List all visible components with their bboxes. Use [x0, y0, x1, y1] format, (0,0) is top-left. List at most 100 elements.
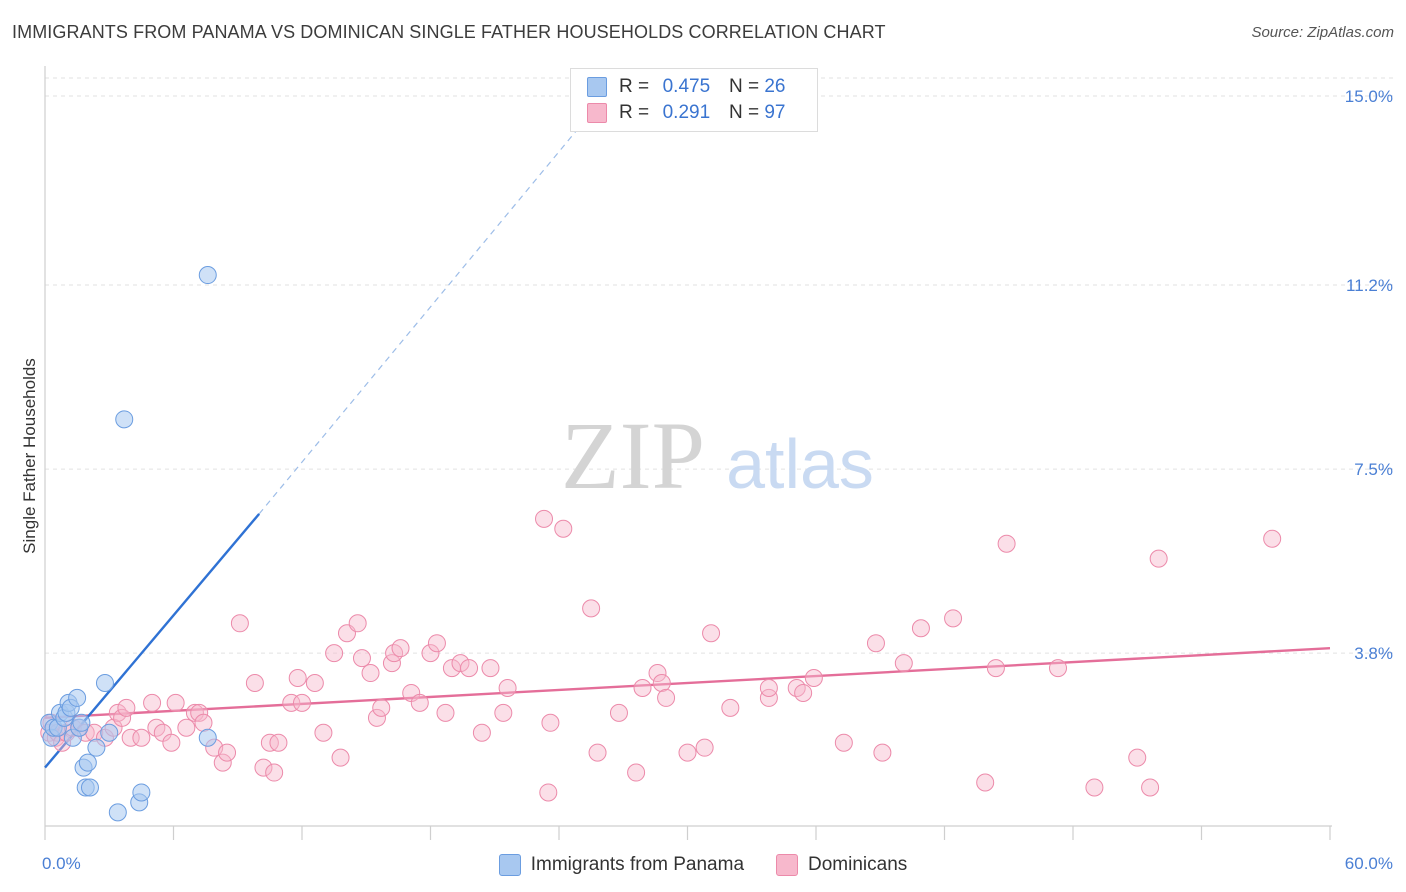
point-dominicans	[582, 599, 601, 618]
legend-r-value: 0.291	[662, 102, 711, 123]
point-dominicans	[535, 509, 554, 528]
point-dominicans	[894, 654, 913, 673]
point-dominicans	[539, 783, 558, 802]
legend-r-label: R =	[619, 102, 650, 123]
point-panama	[132, 783, 151, 802]
point-panama	[100, 723, 119, 742]
point-dominicans	[609, 703, 628, 722]
point-dominicans	[648, 664, 667, 683]
legend-item-dominicans[interactable]: Dominicans	[776, 854, 907, 876]
point-panama	[68, 688, 87, 707]
point-dominicans	[305, 674, 324, 692]
point-dominicans	[1141, 778, 1160, 797]
point-dominicans	[218, 743, 237, 762]
data-points	[40, 266, 1282, 822]
x-tick-label: 0.0%	[42, 854, 81, 873]
legend-swatch-dominicans	[587, 103, 607, 123]
point-dominicans	[944, 609, 963, 628]
point-dominicans	[361, 664, 380, 683]
point-panama	[115, 410, 134, 429]
point-dominicans	[1149, 549, 1168, 568]
legend-n-label: N =	[728, 76, 760, 97]
point-dominicans	[652, 674, 671, 692]
tick-labels: 3.8% 7.5% 11.2% 15.0% 0.0% 60.0%	[42, 87, 1393, 873]
point-dominicans	[348, 614, 367, 633]
point-dominicans	[282, 693, 301, 712]
point-panama	[198, 728, 217, 747]
point-dominicans	[1085, 778, 1104, 797]
point-dominicans	[421, 644, 440, 663]
point-dominicans	[460, 659, 479, 678]
point-panama	[87, 738, 106, 757]
point-dominicans	[873, 743, 892, 762]
point-dominicans	[162, 733, 181, 752]
axes	[44, 66, 1332, 840]
legend-row-dominicans: R = 0.291 N = 97	[587, 100, 785, 126]
point-dominicans	[166, 693, 185, 712]
point-dominicans	[657, 688, 676, 707]
point-dominicans	[541, 713, 560, 732]
legend-label-dominicans: Dominicans	[808, 854, 908, 875]
point-panama	[108, 803, 127, 822]
y-tick-label: 3.8%	[1354, 644, 1393, 663]
point-dominicans	[588, 743, 607, 762]
point-dominicans	[481, 659, 500, 678]
point-dominicans	[245, 674, 264, 692]
legend-swatch-dominicans	[776, 854, 799, 876]
point-dominicans	[695, 738, 714, 757]
point-dominicans	[117, 698, 136, 717]
point-dominicans	[1263, 529, 1282, 548]
point-dominicans	[331, 748, 350, 767]
point-dominicans	[288, 669, 307, 688]
point-dominicans	[143, 693, 162, 712]
point-dominicans	[721, 698, 740, 717]
point-panama	[78, 753, 97, 772]
point-dominicans	[194, 713, 213, 732]
point-dominicans	[976, 773, 995, 792]
watermark-zip: ZIP	[561, 402, 705, 509]
point-panama	[198, 266, 217, 285]
y-axis-label: Single Father Households	[20, 358, 39, 554]
legend-r-label: R =	[619, 76, 650, 97]
point-dominicans	[911, 619, 930, 638]
legend-n-label: N =	[728, 102, 760, 123]
point-dominicans	[213, 753, 232, 772]
point-dominicans	[554, 519, 573, 538]
legend-item-panama[interactable]: Immigrants from Panama	[498, 854, 744, 876]
point-dominicans	[759, 688, 778, 707]
point-dominicans	[986, 659, 1005, 678]
watermark: ZIP atlas	[561, 402, 874, 509]
point-dominicans	[269, 733, 288, 752]
point-dominicans	[230, 614, 249, 633]
y-tick-label: 15.0%	[1345, 87, 1393, 106]
legend-n-value: 26	[764, 76, 786, 97]
correlation-legend: R = 0.475 N = 26 R = 0.291 N = 97	[570, 68, 818, 132]
point-dominicans	[190, 703, 209, 722]
legend-n-value: 97	[764, 102, 786, 123]
point-dominicans	[794, 683, 813, 702]
point-dominicans	[633, 678, 652, 697]
chart-title: IMMIGRANTS FROM PANAMA VS DOMINICAN SING…	[12, 22, 886, 42]
point-dominicans	[427, 634, 446, 653]
point-dominicans	[436, 703, 455, 722]
trend-extension-panama	[258, 125, 581, 515]
point-dominicans	[121, 728, 140, 747]
point-dominicans	[391, 639, 410, 658]
point-dominicans	[410, 693, 429, 712]
point-dominicans	[678, 743, 697, 762]
legend-r-value: 0.475	[662, 76, 711, 97]
legend-swatch-panama	[587, 77, 607, 97]
point-dominicans	[451, 654, 470, 673]
point-dominicans	[702, 624, 721, 643]
point-dominicans	[1049, 659, 1068, 678]
point-dominicans	[177, 718, 196, 737]
point-dominicans	[997, 534, 1016, 553]
point-dominicans	[325, 644, 344, 663]
point-dominicans	[866, 634, 885, 653]
point-dominicans	[367, 708, 386, 727]
point-dominicans	[372, 698, 391, 717]
legend-swatch-panama	[498, 854, 521, 876]
grid-lines	[45, 77, 1395, 654]
point-dominicans	[498, 678, 517, 697]
